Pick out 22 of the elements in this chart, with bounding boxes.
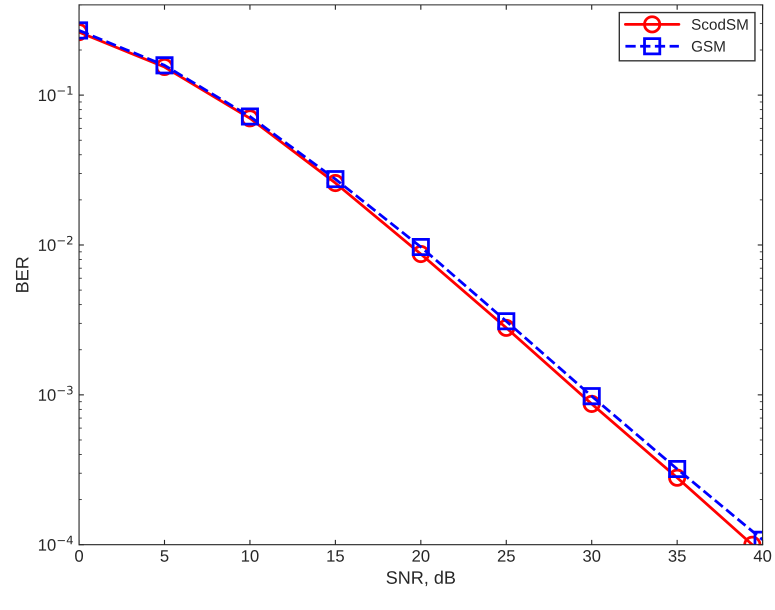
x-tick-label: 35 bbox=[668, 550, 686, 562]
x-tick-label: 10 bbox=[242, 550, 259, 562]
legend-label: ScodSM bbox=[692, 18, 748, 30]
x-tick-label: 20 bbox=[412, 550, 430, 562]
x-tick-label: 30 bbox=[583, 550, 600, 562]
legend-label: GSM bbox=[692, 40, 725, 52]
x-tick-label: 0 bbox=[75, 550, 84, 562]
x-tick-label: 5 bbox=[160, 550, 168, 562]
y-axis-title: BER bbox=[16, 257, 28, 292]
point bbox=[412, 238, 430, 256]
x-tick-label: 40 bbox=[754, 550, 772, 562]
point bbox=[497, 312, 516, 330]
y-tick-label: 10$^{−3}$ bbox=[38, 386, 73, 401]
x-tick-label: 15 bbox=[327, 550, 344, 562]
x-axis-title: SNR, dB bbox=[386, 570, 455, 586]
point bbox=[668, 460, 686, 478]
y-tick-label: 10$^{−1}$ bbox=[38, 86, 73, 102]
point bbox=[326, 170, 344, 188]
y-tick-label: 10$^{−4}$ bbox=[38, 536, 73, 551]
y-tick-label: 10$^{−2}$ bbox=[38, 236, 72, 252]
x-tick-label: 25 bbox=[498, 550, 515, 562]
point bbox=[582, 387, 601, 406]
